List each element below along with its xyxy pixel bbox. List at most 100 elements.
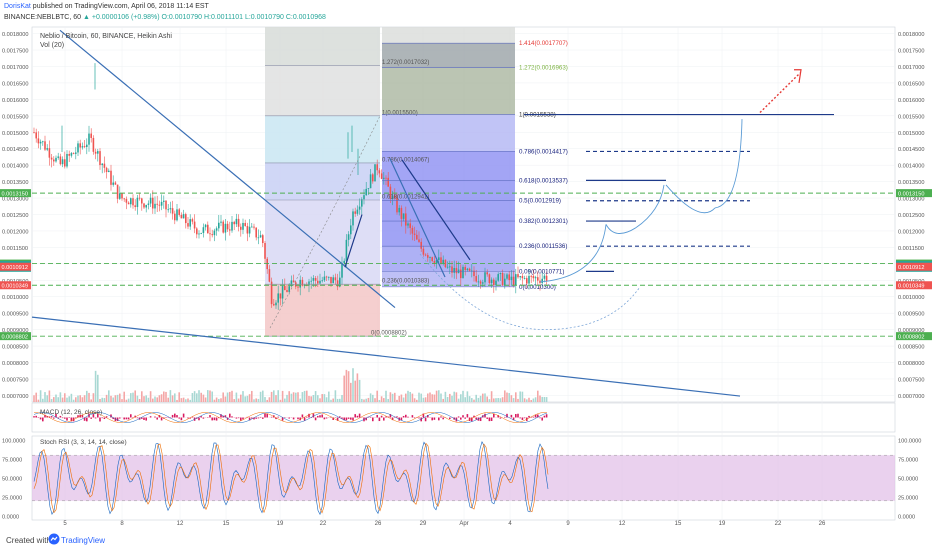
macd-histogram-bar: [81, 415, 84, 418]
volume-bar: [163, 391, 165, 402]
candle-body: [53, 159, 55, 162]
long-trend-line: [31, 316, 741, 397]
volume-bar: [341, 395, 343, 402]
volume-bar: [301, 392, 304, 402]
volume-bar: [519, 391, 521, 402]
fib1-zone: [265, 162, 380, 200]
tradingview-logo-icon[interactable]: [48, 533, 60, 547]
candle-body: [220, 221, 222, 223]
volume-bar: [114, 395, 117, 402]
volume-bar: [446, 396, 449, 402]
candle-body: [55, 157, 57, 162]
candle-body: [541, 278, 543, 283]
macd-histogram-bar: [475, 417, 477, 420]
fib1-level-label: 1.272(0.0017032): [382, 60, 429, 66]
macd-histogram-bar: [345, 417, 348, 421]
macd-histogram-bar: [321, 414, 323, 418]
candle-body: [149, 197, 152, 204]
y-tick-label-left: 0.0011500: [2, 246, 28, 252]
candle-body: [361, 199, 363, 207]
candle-body: [156, 203, 158, 205]
author-link[interactable]: DorisKat: [4, 3, 31, 10]
candle-body: [521, 276, 524, 279]
y-tick-label-left: 0.0017000: [2, 65, 28, 71]
candle-body: [473, 270, 475, 277]
volume-bar: [185, 399, 187, 402]
candle-body: [202, 227, 205, 233]
macd-histogram-bar: [50, 416, 53, 418]
volume-bar: [431, 394, 433, 402]
candle-body: [411, 227, 414, 234]
candle-body: [449, 266, 451, 268]
candle-body: [526, 278, 528, 284]
publish-line: DorisKat published on TradingView.com, A…: [4, 3, 209, 10]
volume-bar: [169, 390, 172, 402]
macd-histogram-bar: [116, 417, 119, 422]
volume-bar: [508, 393, 510, 402]
candle-body: [427, 255, 429, 258]
volume-bar: [385, 390, 387, 402]
volume-bar: [380, 396, 383, 402]
candle-body: [240, 226, 242, 230]
volume-bar: [167, 397, 169, 402]
candle-body: [343, 260, 345, 264]
chart-canvas[interactable]: 1.272(0.0017032) 1(0.0015500) 0.786(0.0014…: [0, 0, 932, 528]
candle-body: [77, 143, 79, 153]
volume-bar: [389, 392, 392, 402]
volume-bar: [213, 399, 216, 402]
volume-bar: [266, 399, 268, 402]
volume-bar: [105, 394, 108, 402]
volume-bar: [477, 397, 480, 402]
y-tick-label-right: 0.0009000: [898, 328, 924, 334]
macd-histogram-bar: [44, 414, 46, 418]
macd-histogram-bar: [281, 417, 284, 421]
candle-body: [396, 198, 398, 213]
candle-body: [163, 200, 165, 202]
volume-bar: [64, 393, 66, 402]
macd-histogram-bar: [178, 417, 180, 419]
x-tick-label: 15: [223, 521, 230, 527]
macd-histogram-bar: [237, 417, 240, 419]
volume-bar: [499, 398, 502, 402]
candle-body: [264, 243, 266, 259]
volume-bar: [523, 398, 526, 402]
candle-body: [356, 209, 359, 214]
axes: 0.0018000 0.0018000 0.0017500 0.0017500 0.00…: [0, 32, 932, 527]
candle-body: [358, 206, 361, 210]
fib1-zone: [265, 115, 380, 163]
volume-bar: [207, 390, 209, 402]
volume-bar: [226, 392, 229, 402]
y-tick-label-right: 0.0016500: [898, 81, 924, 87]
volume-bar: [427, 393, 429, 402]
volume-bar: [88, 392, 90, 402]
candle-body: [207, 224, 209, 234]
macd-histogram-bar: [240, 417, 242, 421]
macd-histogram-bar: [517, 413, 519, 418]
candle-body: [471, 270, 473, 272]
x-tick-label: 4: [508, 521, 512, 527]
created-with-label: Created with: [6, 536, 51, 545]
volume-bar: [424, 397, 427, 402]
volume-bar: [246, 395, 249, 402]
tradingview-link[interactable]: TradingView: [61, 536, 106, 545]
candle-body: [196, 228, 198, 235]
volume-bar: [369, 393, 372, 402]
candle-body: [242, 222, 244, 230]
volume-bar: [108, 390, 110, 402]
candle-body: [369, 174, 372, 189]
y-tick-label-right: 0.0008500: [898, 345, 924, 351]
volume-bar: [264, 397, 266, 402]
volume-bar: [143, 396, 145, 402]
macd-histogram-bar: [378, 417, 381, 422]
candle-body: [237, 218, 240, 227]
candle-body: [314, 278, 317, 281]
candle-body: [455, 268, 458, 274]
macd-line: [33, 412, 548, 423]
price-label: 0.0010349: [898, 284, 924, 290]
y-tick-label-right: 0.0018000: [898, 32, 924, 38]
macd-histogram-bar: [523, 417, 526, 419]
macd-histogram-bar: [519, 417, 521, 419]
volume-bar: [541, 396, 543, 402]
volume-bar: [292, 392, 295, 402]
candle-body: [499, 273, 502, 275]
